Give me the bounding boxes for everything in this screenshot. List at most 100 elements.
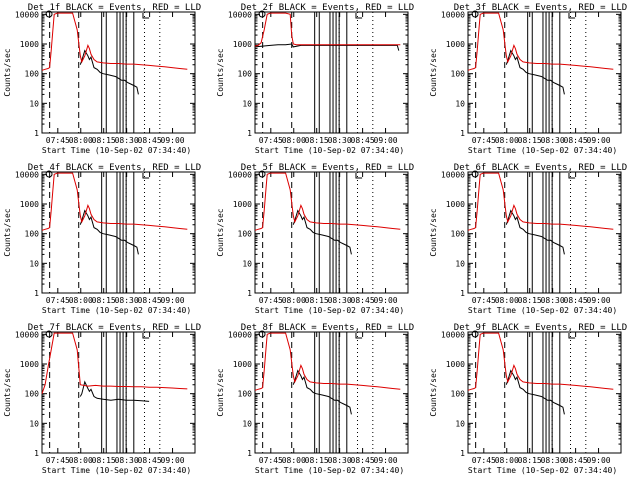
- y-tick-label: 100: [238, 70, 253, 79]
- y-tick-label: 100: [238, 230, 253, 239]
- series-line-lld: [41, 172, 188, 231]
- x-tick-label: 09:00: [587, 456, 611, 465]
- y-tick-label: 10: [29, 259, 39, 268]
- y-axis-label: Counts/sec: [3, 368, 12, 416]
- plot-frame: [41, 11, 196, 134]
- end-marker-bracket: [355, 333, 363, 339]
- series-line-events: [79, 49, 139, 95]
- y-tick-label: 100: [25, 230, 40, 239]
- x-tick-label: 07:45: [259, 296, 283, 305]
- x-axis-label: Start Time (10-Sep-02 07:34:40): [42, 146, 191, 155]
- series-line-events: [505, 49, 565, 95]
- y-tick-label: 1000: [20, 200, 39, 209]
- y-tick-label: 100: [451, 70, 466, 79]
- series-line-events: [79, 380, 150, 402]
- series-line-events: [292, 209, 352, 255]
- detector-panel-4: Det_4f BLACK = Events, RED = LLD10000100…: [3, 163, 201, 315]
- panel-title: Det_3f BLACK = Events, RED = LLD: [454, 3, 627, 13]
- y-axis-label: Counts/sec: [216, 48, 225, 96]
- y-tick-label: 1: [34, 129, 39, 138]
- x-tick-label: 07:45: [46, 456, 70, 465]
- x-tick-label: 08:45: [564, 456, 588, 465]
- x-tick-label: 08:45: [138, 136, 162, 145]
- flare-marker-circle: [45, 10, 53, 18]
- plot-frame: [254, 331, 409, 454]
- y-tick-label: 10000: [15, 330, 39, 339]
- plot-frame: [467, 11, 622, 134]
- y-tick-label: 10: [29, 99, 39, 108]
- y-tick-label: 10000: [228, 170, 252, 179]
- x-tick-label: 07:45: [46, 136, 70, 145]
- y-tick-label: 10000: [15, 10, 39, 19]
- x-tick-label: 09:00: [161, 456, 185, 465]
- series-line-lld: [467, 332, 614, 391]
- y-tick-label: 10: [455, 99, 465, 108]
- panel-title: Det_2f BLACK = Events, RED = LLD: [241, 3, 414, 13]
- series-line-lld: [467, 172, 614, 231]
- series-line-events: [505, 209, 565, 255]
- y-tick-label: 1: [247, 289, 252, 298]
- y-tick-label: 100: [238, 390, 253, 399]
- series-line-lld: [254, 12, 401, 47]
- x-tick-label: 08:45: [351, 456, 375, 465]
- plot-frame: [467, 171, 622, 294]
- x-tick-label: 08:30: [328, 136, 352, 145]
- series-line-lld: [41, 332, 188, 394]
- y-tick-label: 1000: [233, 40, 252, 49]
- detector-panel-8: Det_8f BLACK = Events, RED = LLD10000100…: [216, 323, 414, 475]
- y-tick-label: 100: [25, 70, 40, 79]
- x-tick-label: 08:15: [518, 456, 542, 465]
- series-line-events: [79, 209, 139, 255]
- x-tick-label: 07:45: [472, 296, 496, 305]
- flare-marker-circle: [471, 330, 479, 338]
- plot-frame: [254, 11, 409, 134]
- x-axis-label: Start Time (10-Sep-02 07:34:40): [468, 466, 617, 475]
- x-tick-label: 08:00: [495, 296, 519, 305]
- x-tick-label: 09:00: [374, 456, 398, 465]
- x-tick-label: 08:45: [564, 296, 588, 305]
- y-tick-label: 1000: [446, 40, 465, 49]
- detector-panel-5: Det_5f BLACK = Events, RED = LLD10000100…: [216, 163, 414, 315]
- end-marker-bracket: [568, 173, 576, 179]
- x-tick-label: 08:15: [305, 296, 329, 305]
- y-tick-label: 1: [460, 129, 465, 138]
- y-tick-label: 1: [460, 449, 465, 458]
- y-axis-label: Counts/sec: [3, 208, 12, 256]
- x-axis-label: Start Time (10-Sep-02 07:34:40): [42, 466, 191, 475]
- y-tick-label: 10: [242, 259, 252, 268]
- x-tick-label: 09:00: [587, 296, 611, 305]
- y-tick-label: 10000: [441, 170, 465, 179]
- end-marker-bracket: [355, 13, 363, 19]
- x-tick-label: 08:00: [282, 136, 306, 145]
- x-tick-label: 08:15: [92, 136, 116, 145]
- flare-marker-circle: [45, 170, 53, 178]
- y-tick-label: 1000: [233, 200, 252, 209]
- series-line-lld: [41, 12, 188, 71]
- x-tick-label: 08:30: [328, 296, 352, 305]
- y-tick-label: 1000: [20, 360, 39, 369]
- x-tick-label: 08:45: [351, 296, 375, 305]
- x-tick-label: 08:00: [282, 456, 306, 465]
- y-tick-label: 10: [242, 419, 252, 428]
- x-tick-label: 08:45: [138, 456, 162, 465]
- x-tick-label: 08:45: [351, 136, 375, 145]
- y-axis-label: Counts/sec: [216, 368, 225, 416]
- end-marker-bracket: [568, 333, 576, 339]
- end-marker-bracket: [568, 13, 576, 19]
- y-axis-label: Counts/sec: [429, 368, 438, 416]
- y-tick-label: 1: [34, 289, 39, 298]
- plot-frame: [41, 171, 196, 294]
- detector-panel-3: Det_3f BLACK = Events, RED = LLD10000100…: [429, 3, 627, 155]
- x-tick-label: 08:00: [495, 456, 519, 465]
- x-tick-label: 08:15: [518, 136, 542, 145]
- y-tick-label: 10: [29, 419, 39, 428]
- y-tick-label: 1000: [233, 360, 252, 369]
- panel-title: Det_1f BLACK = Events, RED = LLD: [28, 3, 201, 13]
- x-axis-label: Start Time (10-Sep-02 07:34:40): [42, 306, 191, 315]
- x-axis-label: Start Time (10-Sep-02 07:34:40): [255, 306, 404, 315]
- plot-frame: [254, 171, 409, 294]
- flare-marker-circle: [471, 170, 479, 178]
- series-line-events: [254, 43, 400, 51]
- x-tick-label: 08:30: [541, 456, 565, 465]
